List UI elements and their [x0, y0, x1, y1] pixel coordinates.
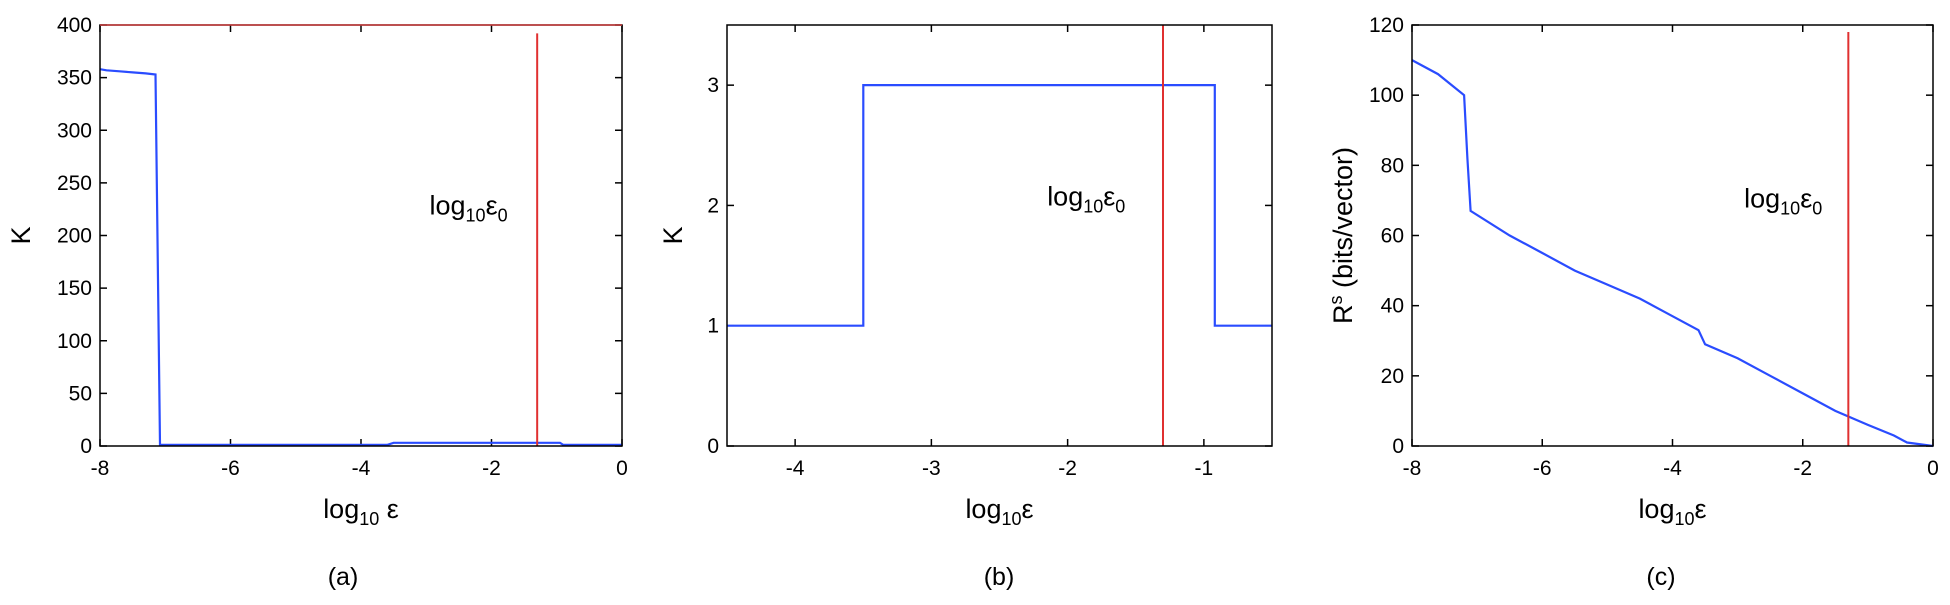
panel-a-xtick-label: -6 — [221, 457, 240, 480]
panel-a-ytick-label: 150 — [57, 277, 92, 300]
panel-b-axes-frame — [726, 24, 1273, 447]
panel-b-series-line — [727, 83, 1272, 327]
panel-a-axes-frame — [99, 24, 623, 447]
panel-b-ytick-label: 3 — [707, 74, 719, 97]
panel-a-x-axis-label: log10 ε — [323, 494, 399, 529]
panel-b-ytick-label: 1 — [707, 315, 719, 338]
panel-a-xtick-label: -4 — [352, 457, 371, 480]
panel-b-y-axis-label: K — [658, 226, 688, 244]
panel-c-xtick-label: -2 — [1793, 457, 1812, 480]
panel-c-ytick-label: 40 — [1381, 295, 1404, 318]
panel-a-annotation: log10ε0 — [430, 190, 508, 225]
panel-b-xtick-label: -4 — [786, 457, 805, 480]
panel-b-x-axis-label: log10ε — [965, 494, 1033, 529]
panel-a-y-axis-label: K — [6, 226, 36, 244]
panel-c-ytick-label: 60 — [1381, 225, 1404, 248]
panel-b-ytick-label: 0 — [707, 435, 719, 458]
panel-c-ytick-label: 100 — [1369, 84, 1404, 107]
panel-b-annotation: log10ε0 — [1047, 181, 1125, 216]
panel-a-ytick-label: 200 — [57, 225, 92, 248]
panel-c-caption: (c) — [1646, 563, 1675, 591]
panel-c-series-line — [1411, 59, 1934, 448]
panel-a-series-line — [99, 68, 622, 446]
panel-a-ytick-label: 100 — [57, 330, 92, 353]
panel-c-ytick-label: 20 — [1381, 365, 1404, 388]
panel-c-ytick-label: 80 — [1381, 154, 1404, 177]
panel-b-ytick-label: 2 — [707, 194, 719, 217]
panel-a-ytick-label: 250 — [57, 172, 92, 195]
panel-c-xtick-label: -6 — [1533, 457, 1552, 480]
panel-a-caption: (a) — [328, 563, 359, 591]
panel-c-ytick-label: 0 — [1392, 435, 1404, 458]
panel-c-x-axis-label: log10ε — [1638, 494, 1706, 529]
panel-a-ytick-label: 0 — [80, 435, 92, 458]
panel-c-xtick-label: -8 — [1403, 457, 1422, 480]
panel-b-caption: (b) — [984, 563, 1015, 591]
panel-c-xtick-label: -4 — [1663, 457, 1682, 480]
panel-c-xtick-label: 0 — [1927, 457, 1939, 480]
panel-a-ytick-label: 350 — [57, 67, 92, 90]
panel-c-annotation: log10ε0 — [1744, 183, 1822, 218]
panel-a-ytick-label: 300 — [57, 119, 92, 142]
panel-b-xtick-label: -2 — [1058, 457, 1077, 480]
panel-c-axes-frame — [1411, 24, 1934, 447]
panel-a-xtick-label: -8 — [91, 457, 110, 480]
panel-b-xtick-label: -1 — [1195, 457, 1214, 480]
panel-a-ytick-label: 50 — [69, 382, 92, 405]
panel-c-y-axis-label: Rs (bits/vector) — [1326, 147, 1358, 324]
panel-a-xtick-label: 0 — [616, 457, 628, 480]
panel-b-xtick-label: -3 — [922, 457, 941, 480]
panel-c-ytick-label: 120 — [1369, 14, 1404, 37]
panel-a-ytick-label: 400 — [57, 14, 92, 37]
panel-a-xtick-label: -2 — [482, 457, 501, 480]
